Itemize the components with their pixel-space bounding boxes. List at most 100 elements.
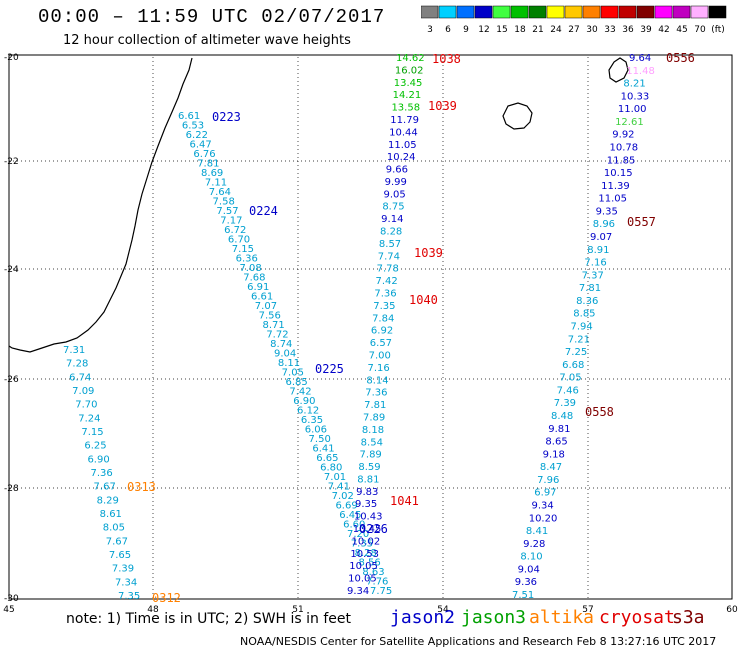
legend-label: 30 <box>586 25 598 35</box>
pass-time-label: 1040 <box>409 293 438 307</box>
lat-tick-label: -30 <box>4 594 19 604</box>
swh-label: 8.91 <box>587 245 609 256</box>
swh-label: 7.75 <box>370 586 392 597</box>
legend-swatch <box>654 5 673 19</box>
lat-tick-label: -28 <box>4 484 19 494</box>
swh-label: 6.57 <box>370 338 392 349</box>
swh-label: 8.10 <box>520 552 542 563</box>
swh-label: 7.36 <box>365 388 387 399</box>
swh-label: 7.31 <box>63 345 85 356</box>
swh-label: 9.28 <box>523 539 545 550</box>
swh-label: 8.85 <box>573 309 595 320</box>
swh-label: 9.14 <box>381 214 403 225</box>
swh-label: 9.07 <box>590 232 612 243</box>
legend-label: 21 <box>532 25 543 35</box>
mauritius-island-outline <box>608 57 629 83</box>
legend-bin: 27 <box>564 5 583 35</box>
swh-label: 6.41 <box>312 444 334 455</box>
swh-label: 11.79 <box>390 115 419 126</box>
swh-label: 6.53 <box>182 121 204 132</box>
swh-label: 7.42 <box>375 276 397 287</box>
pass-time-label: 0313 <box>127 480 156 494</box>
swh-label: 7.05 <box>559 373 581 384</box>
swh-label: 10.20 <box>529 513 558 524</box>
pass-time-label: 0225 <box>315 362 344 376</box>
swh-label: 7.15 <box>81 427 103 438</box>
legend-swatch <box>510 5 529 19</box>
swh-label: 10.05 <box>349 561 378 572</box>
swh-label: 8.71 <box>262 320 284 331</box>
swh-label: 7.24 <box>78 413 100 424</box>
swh-label: 6.25 <box>84 441 106 452</box>
swh-label: 9.18 <box>543 449 565 460</box>
swh-label: 10.02 <box>352 536 381 547</box>
swh-label: 7.89 <box>363 412 385 423</box>
swh-label: 8.59 <box>358 462 380 473</box>
swh-label: 7.81 <box>364 400 386 411</box>
swh-label: 9.64 <box>629 53 651 64</box>
legend-label: 15 <box>496 25 507 35</box>
swh-label: 14.21 <box>393 90 422 101</box>
swh-label: 11.00 <box>618 104 647 115</box>
legend-label: 70 <box>694 25 706 35</box>
swh-label: 11.05 <box>598 194 627 205</box>
legend-bin: 9 <box>456 5 475 35</box>
legend-bin: 18 <box>510 5 529 35</box>
legend-swatch <box>564 5 583 19</box>
legend-swatch <box>438 5 457 19</box>
swh-label: 6.61 <box>178 111 200 122</box>
swh-label: 7.70 <box>75 400 97 411</box>
swh-label: 7.00 <box>369 350 391 361</box>
swh-label: 9.35 <box>355 499 377 510</box>
swh-label: 6.91 <box>247 282 269 293</box>
swh-label: 6.61 <box>251 292 273 303</box>
pass-time-label: 1039 <box>428 99 457 113</box>
satellite-name: jason3 <box>461 607 527 628</box>
swh-label: 9.99 <box>385 177 407 188</box>
lon-tick-label: 45 <box>3 605 14 615</box>
swh-label: 7.09 <box>72 386 94 397</box>
swh-label: 7.05 <box>282 368 304 379</box>
swh-label: 7.67 <box>94 482 116 493</box>
swh-label: 14.62 <box>396 53 425 64</box>
swh-label: 10.53 <box>350 549 379 560</box>
track-altika: 7.31 7.28 6.74 7.09 7.70 7.24 7.15 6.25 6.90 7.36… <box>63 345 181 605</box>
legend-swatch <box>456 5 475 19</box>
lat-tick-label: -24 <box>4 265 19 275</box>
madagascar-coastline <box>8 57 193 353</box>
swh-label: 8.18 <box>362 425 384 436</box>
swh-label: 6.90 <box>87 454 109 465</box>
altimeter-tracks: 6.616.536.226.476.767.818.697.117.647.58… <box>63 51 695 605</box>
pass-time-label: 1041 <box>390 494 419 508</box>
legend-label: 24 <box>550 25 562 35</box>
satellite-name: cryosat <box>599 607 675 628</box>
swh-label: 11.39 <box>601 181 630 192</box>
swh-label: 6.74 <box>69 372 91 383</box>
legend-bin: 24 <box>546 5 565 35</box>
swh-label: 8.61 <box>100 509 122 520</box>
swh-label: 7.46 <box>557 385 579 396</box>
legend-swatch <box>546 5 565 19</box>
swh-label: 8.28 <box>355 548 377 559</box>
swh-label: 11.05 <box>388 140 417 151</box>
swh-label: 6.65 <box>316 453 338 464</box>
swh-label: 7.11 <box>205 178 227 189</box>
swh-label: 8.14 <box>366 375 388 386</box>
swh-label: 8.96 <box>593 219 615 230</box>
pass-time-label: 1038 <box>432 52 461 66</box>
pass-time-label: 0224 <box>249 204 278 218</box>
swh-label: 7.72 <box>266 330 288 341</box>
reunion-island-outline <box>502 102 533 130</box>
swh-label: 7.50 <box>309 434 331 445</box>
swh-label: 7.78 <box>377 264 399 275</box>
legend-label: 45 <box>676 25 687 35</box>
swh-label: 6.97 <box>534 488 556 499</box>
swh-label: 6.47 <box>190 140 212 151</box>
swh-label: 9.34 <box>532 501 554 512</box>
swh-label: 7.36 <box>374 289 396 300</box>
swh-label: 7.35 <box>351 539 373 550</box>
satellite-name: altika <box>529 607 595 628</box>
swh-label: 6.36 <box>236 254 258 265</box>
swh-label: 7.65 <box>109 550 131 561</box>
swh-label: 7.28 <box>66 359 88 370</box>
